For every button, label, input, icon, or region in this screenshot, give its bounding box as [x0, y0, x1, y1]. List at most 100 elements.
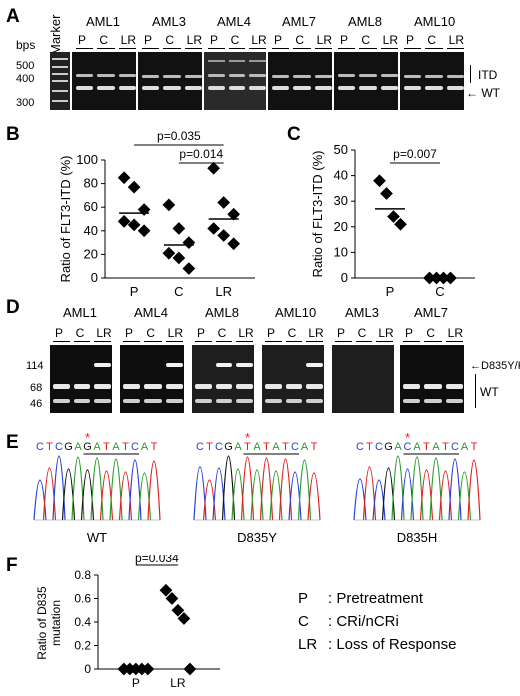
gel-a-group-aml1: AML1 [86, 14, 120, 29]
gel-d-wt-band-lower [144, 399, 162, 403]
x-tick-label-lr: LR [170, 676, 186, 690]
x-tick-label-p: P [386, 284, 395, 299]
base-letter: T [103, 441, 110, 453]
gel-d-lane-label: LR [238, 326, 254, 340]
gel-a-wt-band [184, 86, 202, 90]
peak-trace [147, 460, 161, 521]
mutation-star: * [85, 432, 90, 445]
legend-lr: LR: Loss of Response [298, 636, 456, 653]
gel-a-lane-label: LR [251, 33, 267, 47]
gel-d-mut-band [236, 363, 253, 367]
panel-e-letter: E [6, 432, 19, 453]
gel-a-wt-band [76, 86, 94, 90]
y-tick-label: 0.2 [74, 639, 91, 653]
base-letter: A [272, 441, 280, 453]
gel-a-lane-label: C [230, 33, 240, 47]
gel-d-lane-label: P [337, 326, 346, 340]
gel-a-itd-band [272, 75, 290, 78]
base-letter: C [356, 441, 364, 453]
data-point-p [380, 187, 393, 200]
gel-a-wt-band [142, 86, 160, 90]
gel-d-lane-underline [144, 341, 162, 342]
ladder-68: 68 [30, 382, 43, 394]
base-letter: C [451, 441, 459, 453]
base-letter: T [311, 441, 318, 453]
legend-lr-key: LR [298, 636, 318, 653]
base-letter: C [404, 441, 412, 453]
data-point-lr [217, 196, 231, 209]
base-letter: C [131, 441, 139, 453]
y-tick-label: 50 [334, 142, 348, 157]
chart-b-ylabel: Ratio of FLT3-ITD (%) [58, 156, 73, 283]
gel-a-lane-label: C [427, 33, 436, 47]
bps-label: bps [16, 38, 36, 52]
gel-d-lane-label: LR [308, 326, 324, 340]
marker-label: Marker [48, 14, 63, 55]
legend-p-text: Pretreatment [336, 590, 424, 607]
gel-a-lane-underline [359, 48, 377, 49]
gel-a-lane-underline [208, 48, 225, 49]
gel-a-lane-underline [446, 48, 464, 49]
base-letter: C [291, 441, 299, 453]
gel-a-wt-band [249, 86, 266, 90]
base-letter: T [366, 441, 373, 453]
gel-a-itd-band [380, 74, 398, 77]
gel-d-lane-label: LR [378, 326, 394, 340]
peak-trace [297, 459, 312, 521]
y-tick-label: 80 [84, 176, 98, 191]
gel-d-lane-label: P [267, 326, 276, 340]
gel-a-extra-band [249, 60, 266, 62]
gel-a-lane-label: C [99, 33, 108, 47]
gel-d-wt-band [73, 384, 91, 389]
base-letter: C [196, 441, 204, 453]
base-letter: A [461, 441, 469, 453]
gel-d-lane-underline [445, 341, 463, 342]
gel-d-wt-band-lower [123, 399, 141, 403]
base-letter: T [206, 441, 213, 453]
gel-a-itd-band [118, 74, 136, 77]
gel-a-lane-label: LR [186, 33, 202, 47]
base-letter: G [224, 441, 233, 453]
chromatogram-label-d835y: D835Y [237, 530, 277, 545]
gel-d-lane-label: C [426, 326, 435, 340]
panel-d-letter: D [6, 297, 20, 318]
ladder-46: 46 [30, 398, 43, 410]
y-tick-label: 100 [76, 152, 98, 167]
gel-a-itd-band [208, 74, 225, 77]
gel-d-wt-band [424, 384, 442, 389]
gel-d-mut-band [165, 363, 183, 367]
base-letter: T [471, 441, 478, 453]
gel-d-lane-underline [123, 341, 141, 342]
gel-a-itd-band [425, 75, 443, 78]
chromatogram-label-wt: WT [87, 530, 107, 545]
base-letter: A [301, 441, 309, 453]
gel-a-itd-band [293, 75, 311, 78]
data-point-c [182, 236, 196, 249]
y-tick-label: 10 [334, 244, 348, 259]
gel-a-lane-label: P [406, 33, 415, 47]
gel-d-lane-label: C [75, 326, 85, 340]
gel-a-block-aml3 [138, 52, 202, 110]
ladder-300: 300 [16, 97, 35, 109]
base-letter: C [55, 441, 63, 453]
gel-a-lane-underline [314, 48, 332, 49]
base-letter: A [112, 441, 120, 453]
gel-d-wt-band-lower [403, 399, 421, 403]
legend-p-sep: : [328, 590, 333, 607]
chart-f-ylabel-1: Ratio of D835 [35, 586, 49, 660]
gel-d-lane-label: C [357, 326, 367, 340]
y-tick-label: 0 [341, 270, 348, 285]
gel-d-group-aml8: AML8 [205, 305, 239, 320]
gel-d-group-aml3: AML3 [345, 305, 379, 320]
base-letter: T [423, 441, 430, 453]
gel-d-lane-underline [215, 341, 233, 342]
gel-d-wt-band [195, 384, 212, 389]
wt-arrow-label: ← WT [466, 86, 500, 100]
gel-a-lane-underline [97, 48, 115, 49]
y-tick-label: 20 [84, 246, 98, 261]
base-letter: T [263, 441, 270, 453]
gel-a-block-aml8 [334, 52, 398, 110]
gel-a-lane-label: C [165, 33, 174, 47]
gel-a-lane-label: LR [448, 33, 464, 47]
data-point-p [373, 174, 386, 188]
